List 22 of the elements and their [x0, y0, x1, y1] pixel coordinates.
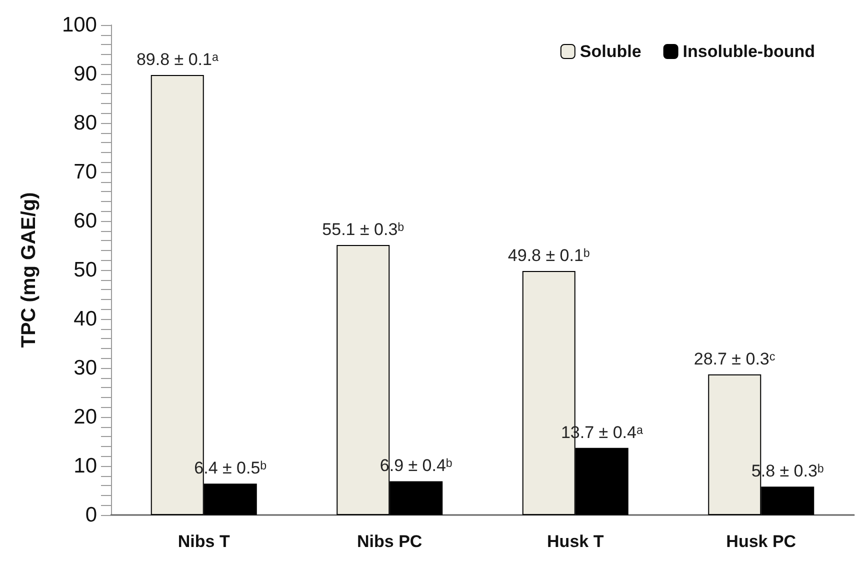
y-tick-label: 10: [74, 454, 97, 478]
data-label: 89.8 ± 0.1ᵃ: [136, 50, 219, 69]
x-tick-label: Nibs PC: [357, 532, 422, 551]
y-tick-label: 20: [74, 406, 97, 428]
y-tick-label: 60: [74, 210, 97, 232]
y-axis-title: TPC (mg GAE/g): [18, 192, 40, 348]
x-tick-label: Nibs T: [178, 532, 230, 551]
data-label: 55.1 ± 0.3ᵇ: [322, 220, 404, 240]
x-tick-label: Husk PC: [726, 532, 796, 551]
legend-label: Soluble: [580, 42, 642, 61]
x-tick-label: Husk T: [547, 532, 604, 551]
legend-label: Insoluble-bound: [682, 42, 816, 61]
y-tick-label: 90: [74, 62, 97, 86]
y-tick-label: 0: [85, 504, 97, 526]
y-tick-label: 30: [74, 356, 97, 380]
y-tick-label: 70: [74, 160, 97, 184]
data-label: 49.8 ± 0.1ᵇ: [508, 246, 590, 265]
y-tick-label: 50: [74, 258, 97, 282]
y-tick-label: 80: [74, 112, 97, 134]
data-label: 28.7 ± 0.3ᶜ: [694, 349, 776, 368]
y-tick-label: 100: [62, 14, 97, 36]
y-tick-label: 40: [74, 308, 97, 330]
